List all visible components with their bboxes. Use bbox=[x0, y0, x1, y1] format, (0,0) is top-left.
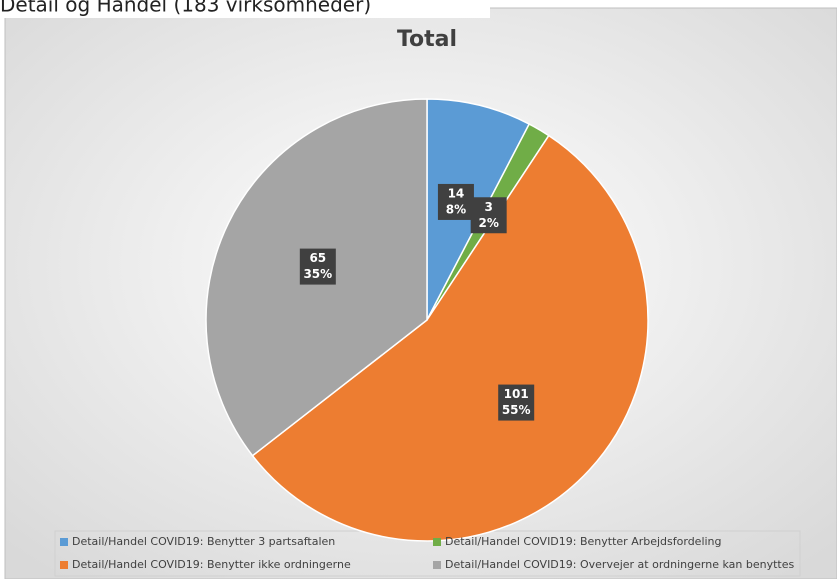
legend-swatch bbox=[433, 561, 441, 569]
legend-swatch bbox=[433, 538, 441, 546]
data-label-percent: 55% bbox=[502, 403, 531, 417]
data-label-bg bbox=[498, 384, 535, 421]
legend-label: Detail/Handel COVID19: Benytter Arbejdsf… bbox=[445, 535, 722, 548]
data-label-value: 101 bbox=[504, 387, 529, 401]
legend-label: Detail/Handel COVID19: Benytter ikke ord… bbox=[72, 558, 351, 571]
header-bg bbox=[0, 0, 490, 18]
data-label-percent: 35% bbox=[303, 267, 332, 281]
data-label-value: 14 bbox=[448, 186, 465, 200]
legend-swatch bbox=[60, 538, 68, 546]
header: Detail og Handel (183 virksomheder) bbox=[0, 0, 371, 17]
legend-swatch bbox=[60, 561, 68, 569]
data-label-percent: 2% bbox=[478, 216, 498, 230]
data-label-bg bbox=[470, 197, 507, 234]
legend-label: Detail/Handel COVID19: Overvejer at ordn… bbox=[445, 558, 794, 571]
legend-label: Detail/Handel COVID19: Benytter 3 partsa… bbox=[72, 535, 335, 548]
data-label-value: 65 bbox=[309, 251, 326, 265]
pie-slice bbox=[251, 134, 649, 542]
data-label-bg bbox=[437, 183, 474, 220]
data-label-percent: 8% bbox=[446, 202, 466, 216]
data-label-value: 3 bbox=[484, 200, 492, 214]
chart-title: Total bbox=[397, 27, 457, 52]
data-label-bg bbox=[299, 248, 336, 285]
